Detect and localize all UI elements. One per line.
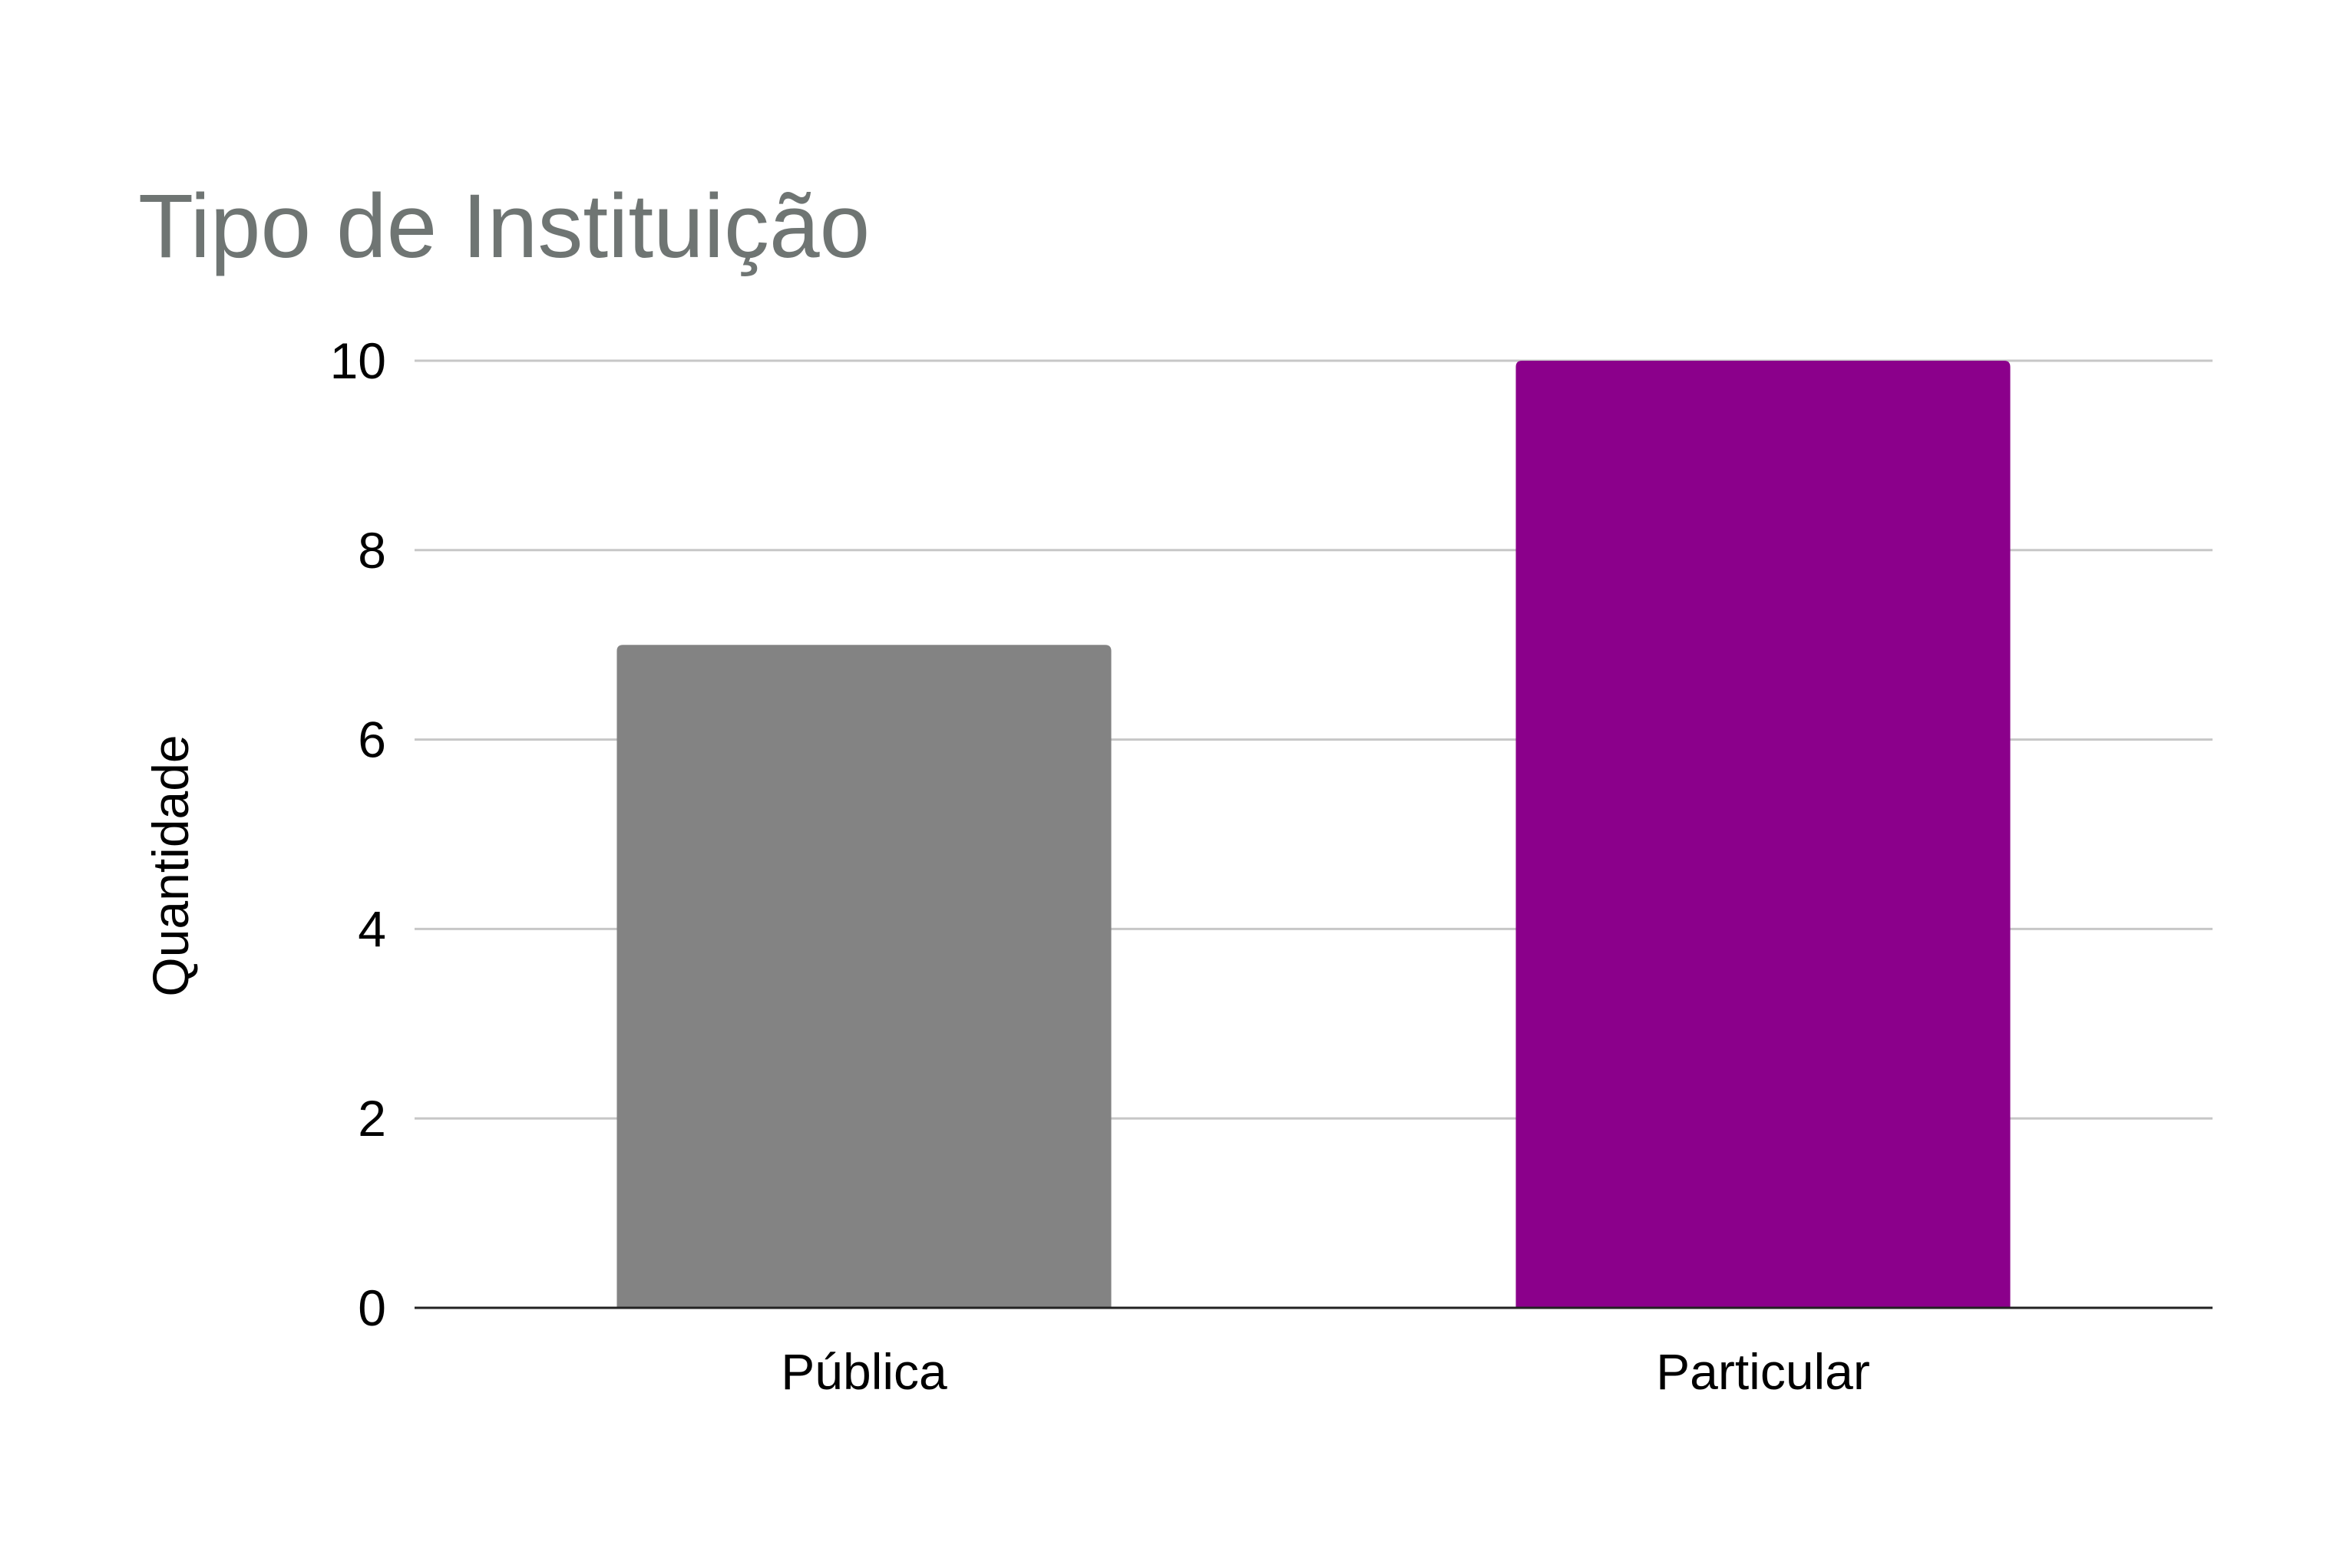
y-tick-label: 6 (358, 711, 386, 768)
y-axis-label: Quantidade (142, 734, 199, 996)
y-tick-label: 8 (358, 522, 386, 579)
y-tick-label: 2 (358, 1090, 386, 1147)
y-tick-label: 4 (358, 900, 386, 957)
bar-particular (1515, 361, 2011, 1308)
y-tick-label: 10 (330, 332, 386, 389)
x-category-label: Particular (1656, 1343, 1870, 1400)
y-tick-labels: 0 2 4 6 8 10 (330, 332, 386, 1336)
bar-pública (616, 645, 1112, 1308)
chart-title: Tipo de Instituição (138, 176, 870, 277)
bars (616, 361, 2011, 1308)
x-category-label: Pública (781, 1343, 947, 1400)
x-category-labels: Pública Particular (781, 1343, 1870, 1400)
y-tick-label: 0 (358, 1279, 386, 1336)
